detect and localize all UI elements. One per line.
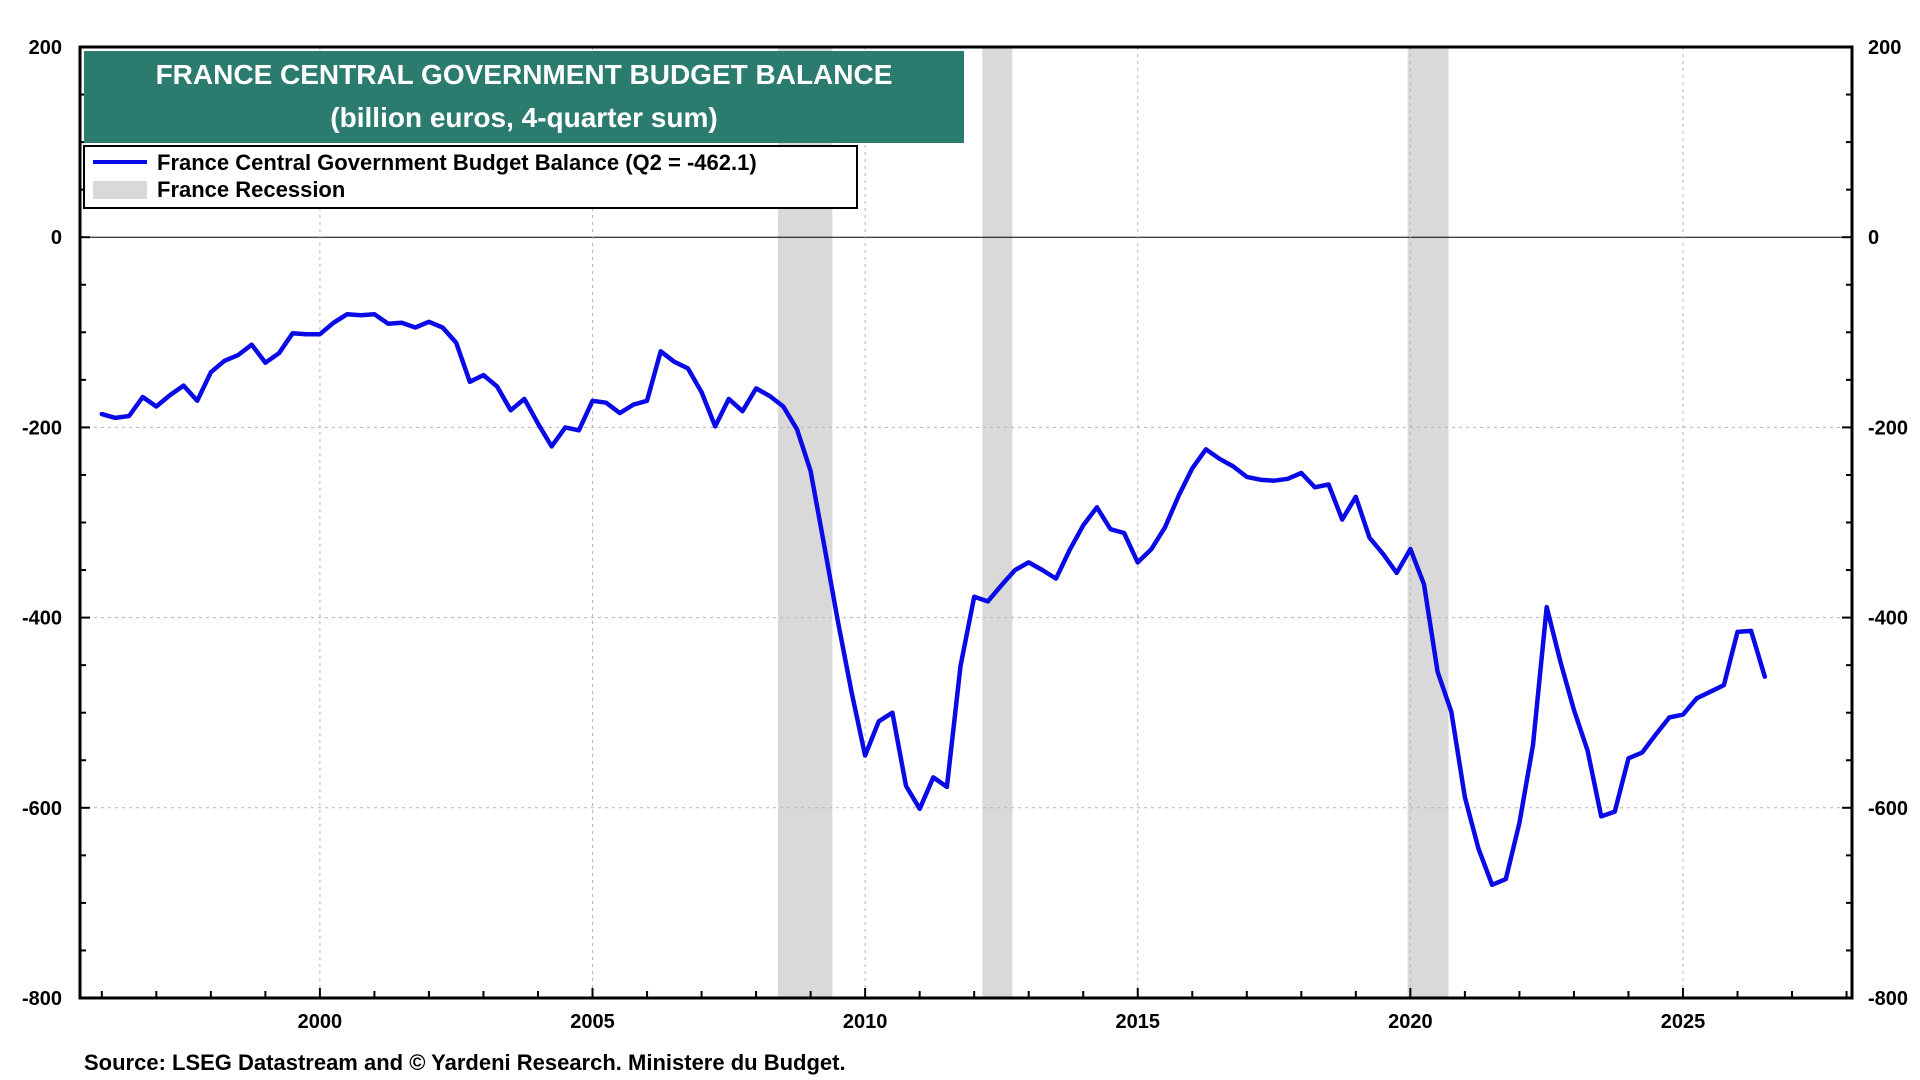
x-tick-label: 2010	[843, 1011, 888, 1033]
title-box-background	[84, 51, 964, 143]
y-tick-label-left: -400	[22, 608, 62, 630]
x-tick-label: 2015	[1115, 1011, 1160, 1033]
legend-swatch-recession	[93, 181, 147, 199]
x-tick-label: 2025	[1661, 1011, 1706, 1033]
y-tick-label-right: -200	[1868, 417, 1908, 439]
y-tick-label-right: -800	[1868, 988, 1908, 1010]
legend-label-recession: France Recession	[157, 177, 345, 202]
chart-subtitle: (billion euros, 4-quarter sum)	[330, 102, 717, 133]
gridlines	[80, 47, 1852, 998]
legend-box	[83, 145, 858, 209]
y-tick-label-right: 200	[1868, 37, 1901, 59]
y-tick-label-left: -200	[22, 417, 62, 439]
legend-label-series: France Central Government Budget Balance…	[157, 150, 757, 175]
x-tick-label: 2000	[298, 1011, 343, 1033]
recession-band	[982, 47, 1013, 998]
recession-band	[1407, 47, 1449, 998]
axes: 200 2000 0-200 -200-400 -400-600 -600-800 -800…	[22, 37, 1908, 1033]
legend: France Central Government Budget Balance…	[83, 145, 858, 209]
y-tick-label-right: -400	[1868, 608, 1908, 630]
y-tick-label-left: -600	[22, 798, 62, 820]
title-box: FRANCE CENTRAL GOVERNMENT BUDGET BALANCE…	[84, 51, 964, 143]
y-tick-label-left: -800	[22, 988, 62, 1010]
series-line-budget-balance	[99, 311, 1768, 888]
y-tick-label-right: 0	[1868, 227, 1879, 249]
source-note: Source: LSEG Datastream and © Yardeni Re…	[84, 1050, 846, 1075]
y-tick-label-right: -600	[1868, 798, 1908, 820]
x-tick-label: 2005	[570, 1011, 615, 1033]
chart-title: FRANCE CENTRAL GOVERNMENT BUDGET BALANCE	[156, 59, 893, 90]
x-tick-label: 2020	[1388, 1011, 1433, 1033]
y-tick-label-left: 0	[51, 227, 62, 249]
y-tick-label-left: 200	[29, 37, 62, 59]
series-lines	[99, 311, 1768, 888]
